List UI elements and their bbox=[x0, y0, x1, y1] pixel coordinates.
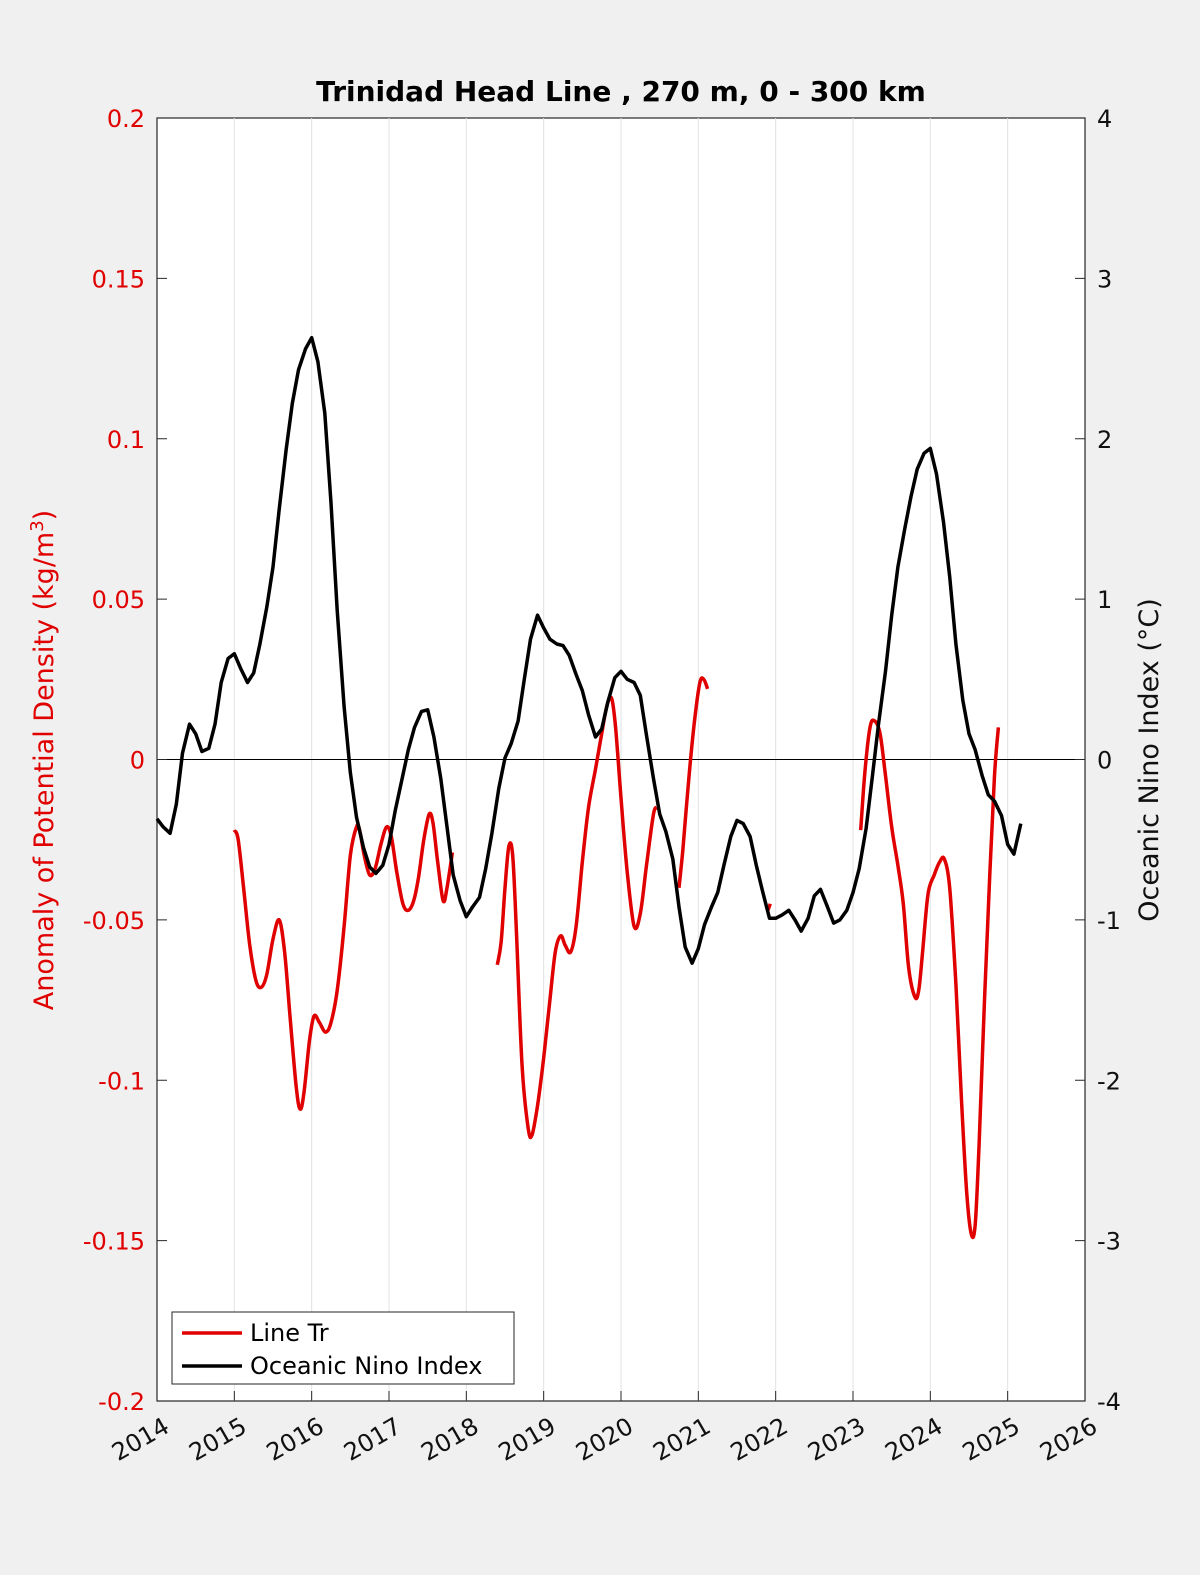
right-tick-label: 1 bbox=[1097, 586, 1112, 614]
x-tick-label: 2021 bbox=[648, 1412, 715, 1467]
legend-box bbox=[171, 1311, 515, 1385]
x-tick-label: 2014 bbox=[107, 1412, 174, 1467]
left-axis-label-text: Anomaly of Potential Density (kg/m bbox=[29, 532, 60, 1010]
x-tick-label: 2018 bbox=[416, 1412, 483, 1467]
x-tick-label: 2019 bbox=[494, 1412, 561, 1467]
left-axis-label-close: ) bbox=[29, 510, 60, 521]
left-axis-label-sup: 3 bbox=[27, 520, 48, 531]
right-tick-label: -1 bbox=[1097, 907, 1121, 935]
left-axis-label: Anomaly of Potential Density (kg/m3) bbox=[27, 510, 60, 1010]
x-tick-label: 2020 bbox=[571, 1412, 638, 1467]
left-tick-label: -0.05 bbox=[83, 907, 145, 935]
left-tick-label: 0 bbox=[130, 747, 145, 775]
x-tick-label: 2022 bbox=[726, 1412, 793, 1467]
left-tick-label: 0.1 bbox=[107, 426, 145, 454]
x-tick-label: 2026 bbox=[1035, 1412, 1102, 1467]
right-axis-label: Oceanic Nino Index (°C) bbox=[1134, 598, 1165, 922]
legend: Line Tr Oceanic Nino Index bbox=[171, 1311, 515, 1385]
legend-label-line-tr: Line Tr bbox=[250, 1319, 329, 1347]
right-tick-label: 4 bbox=[1097, 105, 1112, 133]
oni-line bbox=[155, 335, 1023, 965]
left-tick-label: 0.2 bbox=[107, 105, 145, 133]
line-tr-segment-4 bbox=[858, 718, 1001, 1240]
left-tick-label: -0.2 bbox=[98, 1388, 145, 1416]
legend-label-oni: Oceanic Nino Index bbox=[250, 1352, 482, 1380]
left-tick-label: -0.15 bbox=[83, 1228, 145, 1256]
x-tick-label: 2025 bbox=[958, 1412, 1025, 1467]
x-tick-label: 2016 bbox=[262, 1412, 329, 1467]
x-tick-label: 2015 bbox=[184, 1412, 251, 1467]
line-tr-segment-2 bbox=[677, 676, 710, 888]
line-tr-segment-0 bbox=[232, 811, 455, 1111]
right-tick-label: 3 bbox=[1097, 265, 1112, 293]
right-tick-label: -2 bbox=[1097, 1067, 1121, 1095]
chart-title: Trinidad Head Line , 270 m, 0 - 300 km bbox=[316, 75, 926, 108]
left-tick-label: 0.15 bbox=[92, 265, 145, 293]
right-tick-label: -3 bbox=[1097, 1228, 1121, 1256]
x-tick-label: 2017 bbox=[339, 1412, 406, 1467]
left-tick-label: 0.05 bbox=[92, 586, 145, 614]
right-tick-label: 2 bbox=[1097, 426, 1112, 454]
right-tick-label: 0 bbox=[1097, 747, 1112, 775]
line-tr-segment-1 bbox=[495, 695, 659, 1140]
series-layer bbox=[155, 335, 1023, 1240]
x-tick-label: 2023 bbox=[803, 1412, 870, 1467]
left-tick-label: -0.1 bbox=[98, 1067, 145, 1095]
right-tick-label: -4 bbox=[1097, 1388, 1121, 1416]
x-tick-label: 2024 bbox=[880, 1412, 947, 1467]
